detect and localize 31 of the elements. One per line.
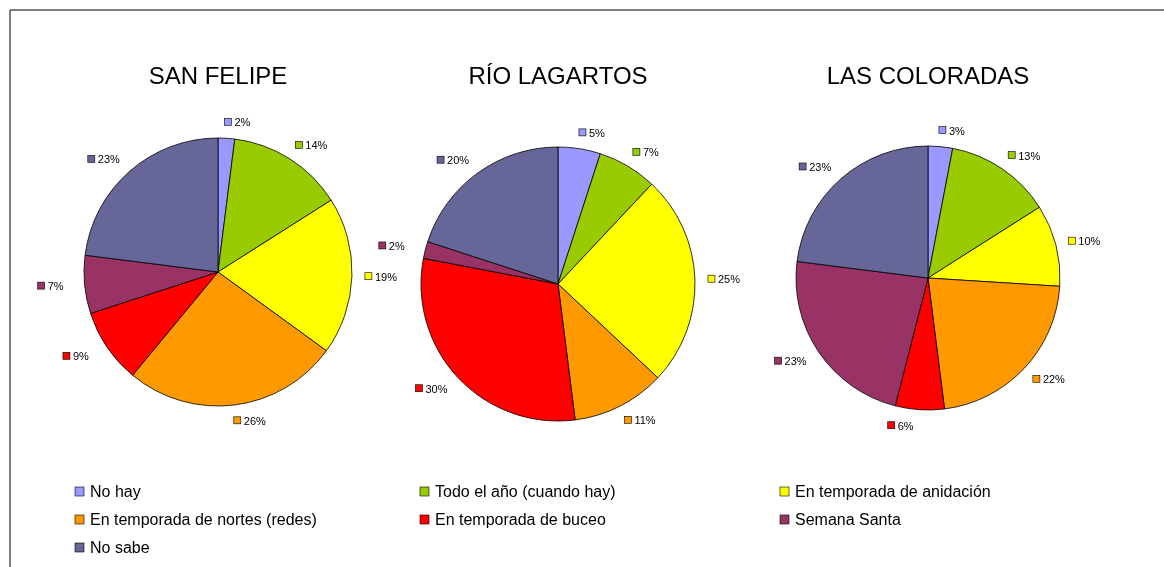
chart-title: SAN FELIPE [148, 62, 288, 89]
legend-label: Todo el año (cuando hay) [435, 483, 616, 500]
data-label: 22% [1042, 373, 1066, 386]
data-label: 10% [1078, 235, 1101, 248]
data-label: 23% [809, 160, 832, 173]
legend-label: En temporada de nortes (redes) [90, 511, 317, 528]
data-label: 2% [388, 239, 405, 252]
data-label: 7% [47, 280, 64, 293]
data-label: 3% [948, 124, 966, 137]
data-label: 19% [374, 270, 398, 283]
data-label: 2% [234, 116, 251, 129]
data-label: 20% [447, 154, 470, 167]
data-label: 25% [717, 273, 741, 286]
legend-label: No sabe [90, 539, 150, 556]
data-label: 9% [72, 350, 90, 363]
legend-label: En temporada de anidación [795, 483, 991, 500]
data-label: 5% [588, 126, 606, 139]
chart-title: RÍO LAGARTOS [468, 62, 648, 89]
data-label: 7% [642, 146, 659, 159]
data-label: 6% [897, 419, 914, 432]
data-label: 13% [1018, 149, 1041, 162]
data-label: 11% [634, 414, 656, 427]
data-label: 23% [784, 355, 807, 368]
data-label: 26% [243, 414, 267, 427]
chart-title: LAS COLORADAS [826, 62, 1030, 89]
legend-label: Semana Santa [795, 511, 901, 528]
legend-label: No hay [90, 483, 141, 500]
data-label: 30% [425, 382, 448, 395]
legend-label: En temporada de buceo [435, 511, 606, 528]
data-label: 14% [305, 139, 328, 152]
data-label: 23% [97, 153, 121, 166]
